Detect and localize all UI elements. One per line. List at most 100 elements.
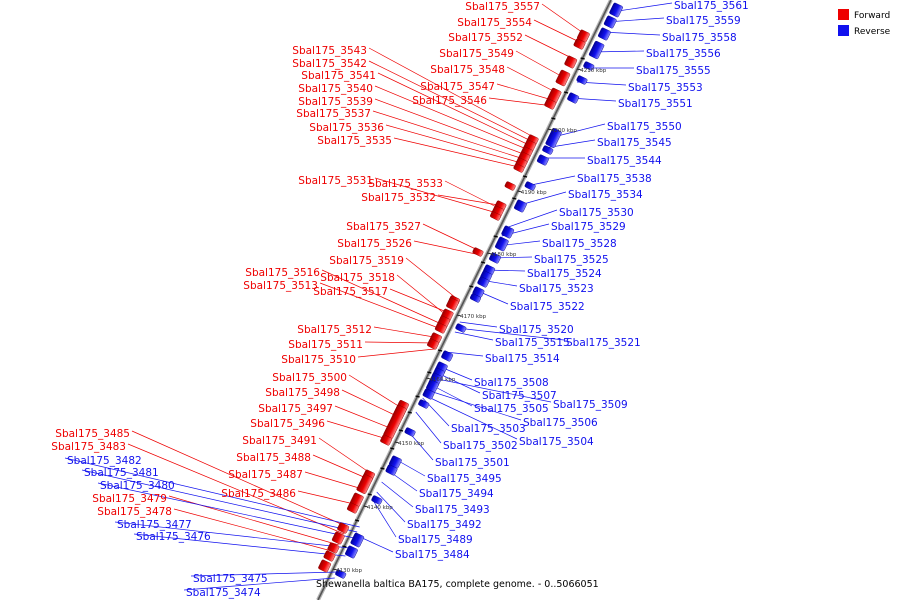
reverse-gene[interactable] (469, 293, 482, 303)
gene-label[interactable]: Sbal175_3527 (346, 221, 421, 233)
gene-label[interactable]: Sbal175_3492 (407, 519, 482, 531)
reverse-gene[interactable] (385, 464, 398, 476)
reverse-gene[interactable] (422, 388, 435, 400)
reverse-gene[interactable] (418, 399, 430, 409)
reverse-gene[interactable] (603, 15, 617, 29)
gene-label[interactable]: Sbal175_3514 (485, 353, 560, 365)
gene-label[interactable]: Sbal175_3552 (448, 32, 523, 44)
gene-label[interactable]: Sbal175_3480 (100, 480, 175, 492)
gene-label[interactable]: Sbal175_3481 (84, 467, 159, 479)
gene-label[interactable]: Sbal175_3544 (587, 155, 662, 167)
gene-label[interactable]: Sbal175_3551 (618, 98, 693, 110)
reverse-gene[interactable] (345, 545, 358, 559)
forward-gene[interactable] (346, 502, 359, 514)
forward-gene[interactable] (331, 531, 345, 545)
reverse-gene[interactable] (598, 27, 611, 41)
gene-label[interactable]: Sbal175_3548 (430, 64, 505, 76)
gene-label[interactable]: Sbal175_3510 (281, 354, 356, 366)
gene-label[interactable]: Sbal175_3549 (439, 48, 514, 60)
forward-gene[interactable] (323, 550, 336, 562)
gene-label[interactable]: Sbal175_3493 (415, 504, 490, 516)
gene-label[interactable]: Sbal175_3523 (519, 283, 594, 295)
reverse-gene[interactable] (567, 92, 580, 104)
gene-label[interactable]: Sbal175_3497 (258, 403, 333, 415)
gene-label[interactable]: Sbal175_3547 (420, 81, 495, 93)
gene-label[interactable]: Sbal175_3517 (313, 286, 388, 298)
gene-label[interactable]: Sbal175_3513 (243, 280, 318, 292)
forward-gene[interactable] (555, 69, 571, 87)
gene-label[interactable]: Sbal175_3535 (317, 135, 392, 147)
gene-label[interactable]: Sbal175_3498 (265, 387, 340, 399)
forward-gene[interactable] (544, 98, 557, 110)
reverse-gene[interactable] (609, 2, 623, 18)
gene-label[interactable]: Sbal175_3509 (553, 399, 628, 411)
forward-gene[interactable] (337, 522, 350, 534)
reverse-gene[interactable] (524, 181, 536, 191)
gene-label[interactable]: Sbal175_3516 (245, 267, 320, 279)
gene-label[interactable]: Sbal175_3555 (636, 65, 711, 77)
gene-label[interactable]: Sbal175_3537 (296, 108, 371, 120)
gene-label[interactable]: Sbal175_3479 (92, 493, 167, 505)
gene-label[interactable]: Sbal175_3530 (559, 207, 634, 219)
gene-label[interactable]: Sbal175_3557 (465, 1, 540, 13)
reverse-gene[interactable] (350, 532, 365, 548)
gene-label[interactable]: Sbal175_3542 (292, 58, 367, 70)
reverse-gene[interactable] (501, 225, 515, 239)
gene-label[interactable]: Sbal175_3502 (443, 440, 518, 452)
forward-gene[interactable] (490, 211, 502, 221)
forward-gene[interactable] (427, 338, 439, 350)
reverse-gene[interactable] (545, 128, 562, 149)
gene-label[interactable]: Sbal175_3474 (186, 587, 261, 599)
reverse-gene[interactable] (588, 40, 605, 60)
gene-label[interactable]: Sbal175_3531 (298, 175, 373, 187)
gene-label[interactable]: Sbal175_3550 (607, 121, 682, 133)
reverse-gene[interactable] (583, 61, 595, 71)
gene-label[interactable]: Sbal175_3488 (236, 452, 311, 464)
forward-gene[interactable] (573, 38, 586, 50)
forward-gene[interactable] (472, 247, 484, 257)
gene-label[interactable]: Sbal175_3494 (419, 488, 494, 500)
gene-label[interactable]: Sbal175_3520 (499, 324, 574, 336)
forward-gene[interactable] (564, 55, 578, 69)
forward-gene[interactable] (504, 181, 516, 191)
gene-label[interactable]: Sbal175_3524 (527, 268, 602, 280)
gene-label[interactable]: Sbal175_3521 (566, 337, 641, 349)
gene-label[interactable]: Sbal175_3556 (646, 48, 721, 60)
gene-label[interactable]: Sbal175_3487 (228, 469, 303, 481)
reverse-gene[interactable] (441, 350, 454, 362)
forward-gene[interactable] (356, 474, 373, 495)
gene-label[interactable]: Sbal175_3554 (457, 17, 532, 29)
reverse-gene[interactable] (489, 252, 501, 264)
reverse-gene[interactable] (455, 323, 467, 333)
gene-label[interactable]: Sbal175_3504 (519, 436, 594, 448)
gene-label[interactable]: Sbal175_3482 (67, 455, 142, 467)
gene-label[interactable]: Sbal175_3553 (628, 82, 703, 94)
gene-label[interactable]: Sbal175_3541 (301, 70, 376, 82)
reverse-gene[interactable] (514, 199, 527, 213)
gene-label[interactable]: Sbal175_3507 (482, 390, 557, 402)
gene-label[interactable]: Sbal175_3558 (662, 32, 737, 44)
gene-label[interactable]: Sbal175_3543 (292, 45, 367, 57)
gene-label[interactable]: Sbal175_3518 (320, 272, 395, 284)
forward-gene[interactable] (446, 297, 459, 311)
gene-label[interactable]: Sbal175_3500 (272, 372, 347, 384)
gene-label[interactable]: Sbal175_3522 (510, 301, 585, 313)
gene-label[interactable]: Sbal175_3511 (288, 339, 363, 351)
gene-label[interactable]: Sbal175_3528 (542, 238, 617, 250)
gene-label[interactable]: Sbal175_3540 (298, 83, 373, 95)
gene-label[interactable]: Sbal175_3476 (136, 531, 211, 543)
gene-label[interactable]: Sbal175_3559 (666, 15, 741, 27)
gene-label[interactable]: Sbal175_3505 (474, 403, 549, 415)
gene-label[interactable]: Sbal175_3478 (97, 506, 172, 518)
reverse-gene[interactable] (335, 569, 347, 579)
reverse-gene[interactable] (495, 236, 509, 252)
gene-label[interactable]: Sbal175_3512 (297, 324, 372, 336)
gene-label[interactable]: Sbal175_3533 (368, 178, 443, 190)
gene-label[interactable]: Sbal175_3529 (551, 221, 626, 233)
gene-label[interactable]: Sbal175_3534 (568, 189, 643, 201)
gene-label[interactable]: Sbal175_3477 (117, 519, 192, 531)
forward-gene[interactable] (380, 434, 393, 446)
forward-gene[interactable] (327, 542, 340, 554)
gene-label[interactable]: Sbal175_3546 (412, 95, 487, 107)
gene-label[interactable]: Sbal175_3515 (495, 337, 570, 349)
